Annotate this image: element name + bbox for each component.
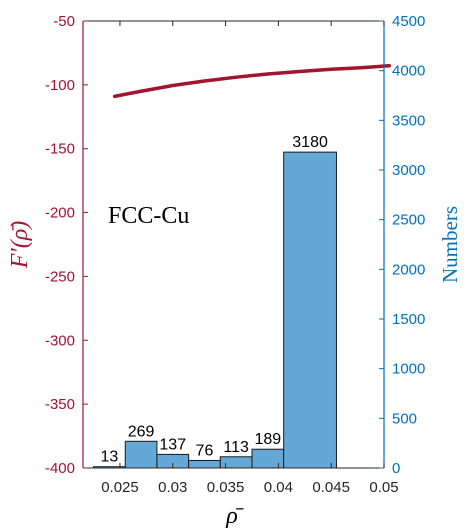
histogram-bars xyxy=(93,151,337,469)
histogram-bar xyxy=(188,459,221,469)
x-tick-label: 0.025 xyxy=(101,479,139,496)
left-tick-label: -150 xyxy=(45,141,75,158)
curve-layer xyxy=(112,63,392,99)
histogram-bar xyxy=(283,151,337,469)
bar-value-label: 269 xyxy=(128,423,155,440)
bar-value-label: 3180 xyxy=(292,134,328,151)
right-tick-label: 4000 xyxy=(392,63,425,80)
annotation-label: FCC-Cu xyxy=(108,203,189,229)
left-tick-label: -300 xyxy=(45,332,75,349)
histogram-bar xyxy=(124,440,158,469)
left-tick-label: -250 xyxy=(45,268,75,285)
right-tick-label: 3500 xyxy=(392,112,425,129)
histogram-bar xyxy=(219,456,253,469)
bar-value-label: 189 xyxy=(254,431,281,448)
right-tick-label: 0 xyxy=(392,460,400,477)
left-tick-label: -200 xyxy=(45,205,75,222)
left-axis-label: F′(ρ̄) xyxy=(7,221,33,269)
bar-value-label: 13 xyxy=(101,449,119,466)
bar-value-label: 137 xyxy=(159,436,186,453)
bar-value-label: 113 xyxy=(223,439,249,456)
right-tick-label: 2500 xyxy=(392,212,425,229)
x-tick-label: 0.035 xyxy=(207,479,245,496)
right-tick-label: 3000 xyxy=(392,162,425,179)
right-axis-label: Numbers xyxy=(438,206,462,283)
x-tick-label: 0.05 xyxy=(369,479,398,496)
right-tick-label: 2000 xyxy=(392,261,425,278)
left-tick-label: -50 xyxy=(53,13,75,30)
left-tick-label: -350 xyxy=(45,396,75,413)
right-tick-label: 1000 xyxy=(392,361,425,378)
x-tick-label: 0.045 xyxy=(312,479,350,496)
left-tick-label: -100 xyxy=(45,77,75,94)
right-tick-label: 1500 xyxy=(392,311,425,328)
left-axis: -400 -350 -300 -250 -200 -150 -100 -50 xyxy=(45,13,88,477)
plot-frame xyxy=(83,20,384,469)
x-tick-label: 0.03 xyxy=(158,479,187,496)
right-axis: 0 500 1000 1500 2000 2500 3000 3500 4000 4500 xyxy=(379,13,425,477)
right-tick-label: 500 xyxy=(392,410,417,427)
curve-line xyxy=(112,63,392,99)
x-axis-label: ρ̄ xyxy=(225,503,244,529)
x-axis: 0.025 0.03 0.035 0.04 0.045 0.05 xyxy=(101,21,399,496)
x-tick-label: 0.04 xyxy=(264,479,293,496)
bar-value-label: 76 xyxy=(196,442,214,459)
left-tick-label: -400 xyxy=(45,460,75,477)
right-tick-label: 4500 xyxy=(392,13,425,30)
histogram-bar xyxy=(251,448,285,469)
